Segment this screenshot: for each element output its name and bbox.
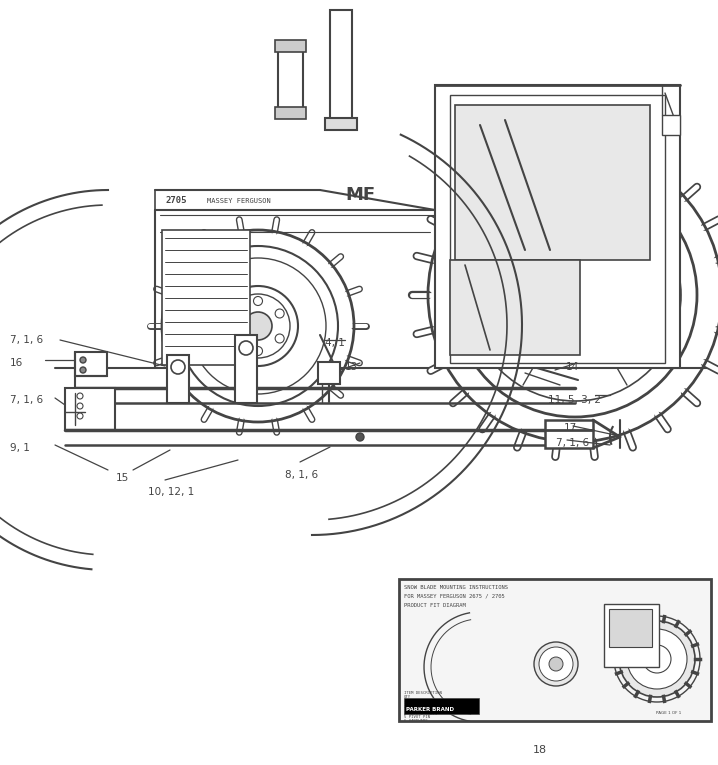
Circle shape: [244, 312, 272, 340]
Bar: [275, 40, 306, 52]
Circle shape: [534, 642, 578, 686]
Circle shape: [553, 273, 597, 317]
Bar: [330, 10, 352, 120]
Circle shape: [253, 347, 263, 356]
Bar: [609, 609, 652, 647]
Circle shape: [582, 321, 595, 334]
Circle shape: [218, 286, 298, 366]
Circle shape: [178, 246, 338, 406]
Text: MF: MF: [345, 186, 375, 204]
Text: 16: 16: [10, 358, 23, 368]
Bar: [318, 362, 340, 384]
Text: 1 FRAME WELDMENT: 1 FRAME WELDMENT: [404, 702, 442, 705]
Circle shape: [619, 621, 695, 697]
Text: PARKER BRAND: PARKER BRAND: [406, 707, 454, 712]
Circle shape: [528, 248, 622, 342]
Text: PRODUCT FIT DIAGRAM: PRODUCT FIT DIAGRAM: [404, 603, 466, 608]
Bar: [455, 105, 650, 260]
Circle shape: [536, 275, 549, 288]
Text: FOR MASSEY FERGUSON 2675 / 2705: FOR MASSEY FERGUSON 2675 / 2705: [404, 594, 505, 599]
Text: 7, 1, 6: 7, 1, 6: [556, 438, 589, 448]
Bar: [450, 95, 665, 363]
Text: PAGE 1 OF 1: PAGE 1 OF 1: [656, 711, 681, 715]
Text: 5 PIVOT PIN: 5 PIVOT PIN: [404, 715, 430, 720]
Text: 17: 17: [564, 423, 577, 433]
Circle shape: [556, 321, 568, 334]
Circle shape: [275, 334, 284, 343]
Bar: [604, 604, 659, 667]
Circle shape: [536, 302, 549, 314]
Circle shape: [549, 657, 563, 671]
Bar: [278, 45, 303, 115]
Circle shape: [80, 367, 86, 373]
Circle shape: [539, 647, 573, 681]
Text: QTY: QTY: [404, 695, 411, 698]
Text: 4 SAFETY CHAIN: 4 SAFETY CHAIN: [404, 712, 437, 716]
Bar: [235, 335, 257, 403]
Text: 2 PUSH PLATE: 2 PUSH PLATE: [404, 705, 432, 709]
Circle shape: [275, 309, 284, 318]
Circle shape: [602, 302, 613, 314]
Circle shape: [253, 297, 263, 305]
Circle shape: [602, 275, 613, 288]
Circle shape: [627, 629, 687, 689]
Bar: [65, 388, 115, 430]
Bar: [75, 352, 107, 376]
Circle shape: [190, 258, 326, 394]
Text: 8, 1, 6: 8, 1, 6: [285, 470, 318, 480]
Bar: [325, 118, 357, 130]
Bar: [275, 107, 306, 119]
Bar: [435, 85, 680, 368]
Text: 15: 15: [116, 473, 129, 483]
Circle shape: [232, 334, 241, 343]
Circle shape: [171, 360, 185, 374]
Text: 11, 5, 3, 2: 11, 5, 3, 2: [548, 395, 601, 405]
Circle shape: [226, 294, 290, 358]
Bar: [167, 355, 189, 403]
Text: 7, 1, 6: 7, 1, 6: [10, 395, 43, 405]
Bar: [404, 698, 479, 714]
Text: MASSEY FERGUSON: MASSEY FERGUSON: [207, 198, 271, 204]
Text: 4, 1: 4, 1: [325, 338, 345, 348]
Text: SNOW BLADE MOUNTING INSTRUCTIONS: SNOW BLADE MOUNTING INSTRUCTIONS: [404, 585, 508, 590]
Text: 13: 13: [345, 362, 358, 372]
Circle shape: [518, 238, 632, 352]
Bar: [450, 260, 580, 355]
Circle shape: [222, 282, 228, 288]
Text: 18: 18: [533, 745, 547, 755]
Circle shape: [453, 173, 697, 417]
Text: 14: 14: [566, 362, 579, 372]
Circle shape: [232, 267, 238, 273]
Text: 7, 1, 6: 7, 1, 6: [10, 335, 43, 345]
Circle shape: [77, 393, 83, 399]
Circle shape: [643, 645, 671, 673]
Text: ITEM DESCRIPTION: ITEM DESCRIPTION: [404, 691, 442, 695]
Circle shape: [582, 257, 595, 269]
Bar: [399, 579, 711, 721]
Bar: [662, 115, 680, 135]
Circle shape: [239, 341, 253, 355]
Bar: [162, 230, 250, 365]
Circle shape: [232, 309, 241, 318]
Text: 6 HARDWARE: 6 HARDWARE: [404, 719, 428, 723]
Text: 10, 12, 1: 10, 12, 1: [148, 487, 195, 497]
Text: 3 PUSH PLATE: 3 PUSH PLATE: [404, 708, 432, 712]
Circle shape: [469, 189, 681, 401]
Circle shape: [77, 403, 83, 409]
Text: 9, 1: 9, 1: [10, 443, 30, 453]
Circle shape: [80, 357, 86, 363]
Text: 2705: 2705: [165, 196, 187, 205]
Circle shape: [77, 413, 83, 419]
Bar: [545, 420, 593, 448]
Circle shape: [556, 257, 568, 269]
Circle shape: [356, 433, 364, 441]
